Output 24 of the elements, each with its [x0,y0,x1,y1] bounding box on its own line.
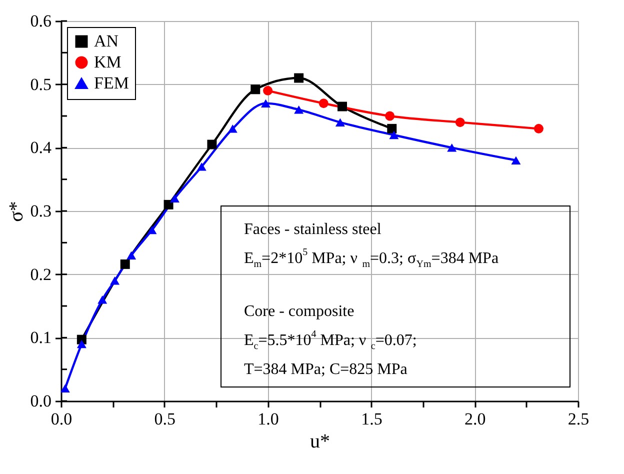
legend-label: KM [94,52,122,72]
x-tick-label: 0.0 [50,410,72,428]
x-tick-label: 0.5 [154,410,176,428]
x-tick-label: 2.5 [568,410,590,428]
legend-label: FEM [94,74,129,92]
legend-label: AN [94,32,119,50]
x-axis-title: u* [310,430,330,452]
point [170,194,180,202]
y-tick-label: 0.3 [30,202,52,220]
y-tick-label: 0.0 [30,392,52,410]
annotation: T=384 MPa; C=825 MPa [244,361,408,378]
x-tick-label: 1.0 [258,410,279,428]
x-tick-label: 2.0 [464,410,486,428]
point [260,99,270,108]
annotation: Faces - stainless steel [244,221,382,238]
y-tick-label: 0.4 [30,138,52,158]
y-tick-label: 0.1 [30,328,52,348]
x-tick-label: 1.5 [361,410,382,428]
point [110,276,120,285]
annotation: Core - composite [244,303,354,320]
y-tick-label: 0.5 [30,74,52,94]
y-axis-title: σ* [5,201,28,222]
y-tick-label: 0.6 [30,12,52,30]
y-tick-label: 0.2 [30,264,52,284]
